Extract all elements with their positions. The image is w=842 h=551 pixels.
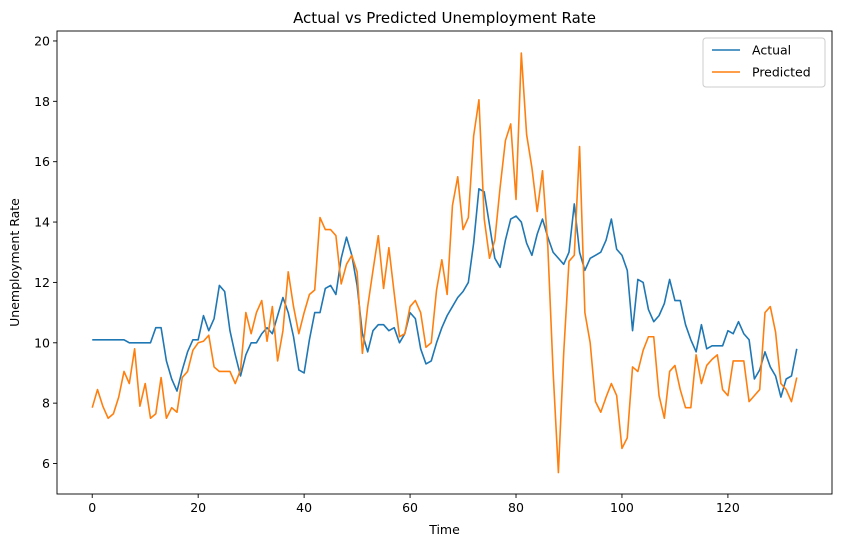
x-tick-label: 40 [296, 500, 312, 515]
x-tick-label: 0 [88, 500, 96, 515]
axes: 0 20 40 60 80 100 120 6 8 10 12 14 16 18 20 [34, 30, 833, 515]
y-tick-label: 12 [34, 275, 50, 290]
y-tick-label: 16 [34, 154, 50, 169]
chart-title: Actual vs Predicted Unemployment Rate [293, 9, 596, 27]
x-axis-title: Time [428, 522, 460, 537]
legend: Actual Predicted [702, 37, 826, 88]
series-line-predicted [91, 52, 798, 474]
legend-label-actual: Actual [752, 43, 791, 58]
y-tick-label: 8 [42, 396, 50, 411]
plot-area [91, 52, 798, 474]
series-line-actual [92, 188, 798, 398]
y-tick-label: 10 [34, 335, 50, 350]
y-axis-title: Unemployment Rate [7, 198, 22, 327]
y-tick-label: 14 [34, 215, 50, 230]
plot-frame [56, 30, 833, 495]
y-tick-label: 20 [34, 33, 50, 48]
x-tick-label: 120 [716, 500, 740, 515]
x-tick-label: 100 [610, 500, 634, 515]
x-tick-label: 80 [508, 500, 524, 515]
y-tick-label: 6 [42, 456, 50, 471]
y-tick-label: 18 [34, 94, 50, 109]
x-tick-label: 60 [402, 500, 418, 515]
legend-label-predicted: Predicted [752, 65, 811, 80]
x-tick-label: 20 [190, 500, 206, 515]
